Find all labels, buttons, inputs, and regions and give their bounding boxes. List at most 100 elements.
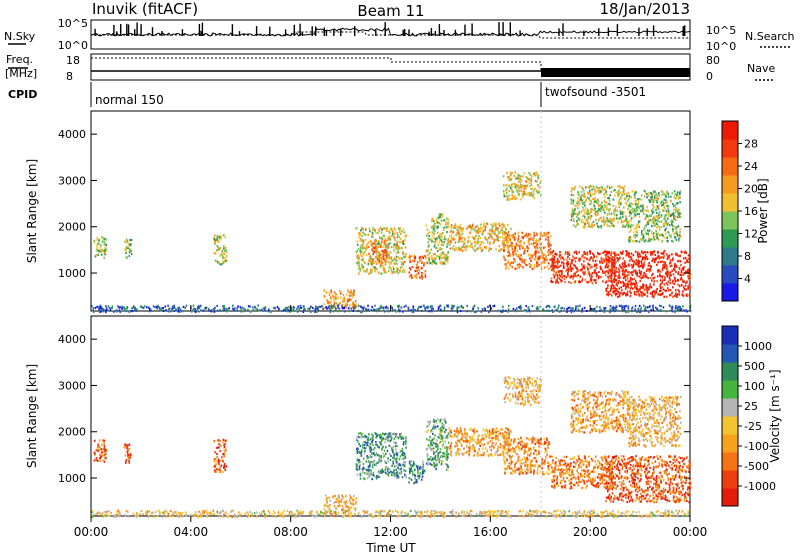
scatter-cell xyxy=(219,254,221,257)
scatter-cell xyxy=(575,250,577,253)
scatter-cell xyxy=(623,276,626,279)
scatter-cell xyxy=(616,292,618,295)
scatter-cell xyxy=(561,279,563,282)
scatter-cell xyxy=(162,307,164,310)
scatter-cell xyxy=(219,439,221,442)
scatter-cell xyxy=(511,266,514,269)
scatter-cell xyxy=(348,299,350,302)
scatter-cell xyxy=(442,251,444,254)
scatter-cell xyxy=(523,172,525,175)
scatter-cell xyxy=(380,435,382,438)
scatter-cell xyxy=(93,241,96,244)
scatter-cell xyxy=(423,469,426,472)
scatter-cell xyxy=(677,191,679,194)
scatter-cell xyxy=(627,226,630,229)
scatter-cell xyxy=(218,240,220,243)
scatter-cell xyxy=(427,245,429,248)
scatter-cell xyxy=(393,227,396,230)
scatter-cell xyxy=(213,238,216,241)
scatter-cell xyxy=(645,224,648,227)
scatter-cell xyxy=(594,197,596,200)
scatter-cell xyxy=(647,221,649,224)
scatter-cell xyxy=(643,304,645,307)
scatter-cell xyxy=(617,259,619,262)
scatter-cell xyxy=(609,287,612,290)
scatter-cell xyxy=(626,274,628,277)
scatter-cell xyxy=(576,213,579,216)
scatter-cell xyxy=(590,307,592,310)
scatter-cell xyxy=(604,211,606,214)
scatter-cell xyxy=(420,277,423,280)
scatter-cell xyxy=(99,246,102,249)
scatter-cell xyxy=(643,256,646,259)
scatter-cell xyxy=(258,309,260,312)
scatter-cell xyxy=(489,243,491,246)
scatter-cell xyxy=(445,259,447,262)
scatter-cell xyxy=(363,443,366,447)
scatter-cell xyxy=(683,309,686,312)
scatter-cell xyxy=(333,295,336,298)
scatter-cell xyxy=(573,310,576,313)
scatter-cell xyxy=(404,246,407,249)
velocity-panel-frame xyxy=(90,315,691,517)
scatter-cell xyxy=(389,432,392,435)
scatter-cell xyxy=(606,250,609,254)
scatter-cell xyxy=(357,440,359,443)
noise-spike xyxy=(616,24,619,36)
scatter-cell xyxy=(365,253,368,257)
scatter-cell xyxy=(395,473,398,476)
scatter-cell xyxy=(103,447,106,450)
scatter-cell xyxy=(537,264,539,267)
scatter-cell xyxy=(315,307,317,310)
scatter-cell xyxy=(373,460,375,463)
scatter-cell xyxy=(364,262,366,265)
scatter-cell xyxy=(506,171,508,175)
scatter-cell xyxy=(636,212,639,216)
scatter-cell xyxy=(497,239,499,242)
scatter-cell xyxy=(640,277,642,280)
scatter-cell xyxy=(624,273,626,276)
scatter-cell xyxy=(547,238,549,242)
scatter-cell xyxy=(126,305,129,309)
noise-spike xyxy=(299,23,301,36)
scatter-cell xyxy=(383,258,385,261)
scatter-cell xyxy=(404,442,407,445)
scatter-cell xyxy=(559,253,561,256)
scatter-cell xyxy=(520,179,523,182)
scatter-cell xyxy=(657,293,660,296)
scatter-cell xyxy=(561,256,564,259)
scatter-cell xyxy=(609,217,611,220)
scatter-cell xyxy=(247,308,249,311)
scatter-cell xyxy=(565,258,568,261)
scatter-cell xyxy=(623,193,626,196)
scatter-cell xyxy=(587,185,589,189)
scatter-cell xyxy=(655,226,658,229)
scatter-cell xyxy=(360,450,363,453)
scatter-cell xyxy=(375,246,377,249)
scatter-cell xyxy=(572,218,575,221)
scatter-cell xyxy=(213,465,215,468)
scatter-cell xyxy=(456,310,459,314)
scatter-cell xyxy=(403,461,405,464)
scatter-cell xyxy=(528,243,531,246)
scatter-cell xyxy=(659,211,661,214)
scatter-cell xyxy=(677,271,680,274)
scatter-cell xyxy=(662,234,664,237)
scatter-cell xyxy=(402,252,404,255)
scatter-cell xyxy=(507,184,510,187)
scatter-cell xyxy=(366,455,368,458)
scatter-cell xyxy=(395,245,397,248)
scatter-cell xyxy=(378,258,381,261)
scatter-cell xyxy=(612,262,614,265)
scatter-cell xyxy=(360,449,363,452)
scatter-cell xyxy=(616,214,618,217)
scatter-cell xyxy=(536,257,539,260)
scatter-cell xyxy=(641,291,644,294)
scatter-cell xyxy=(496,238,499,241)
scatter-cell xyxy=(439,236,441,240)
scatter-cell xyxy=(643,288,646,291)
scatter-cell xyxy=(224,442,226,445)
scatter-cell xyxy=(581,218,583,221)
scatter-cell xyxy=(362,239,365,242)
scatter-cell xyxy=(476,239,479,242)
